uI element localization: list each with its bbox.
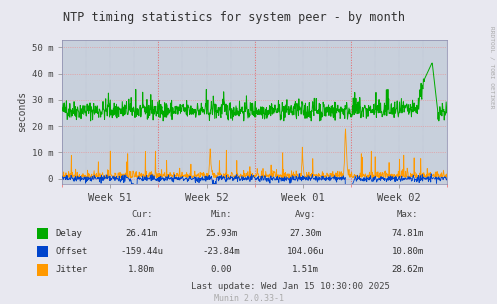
Text: -159.44u: -159.44u: [120, 247, 163, 256]
Text: 74.81m: 74.81m: [392, 229, 423, 238]
Text: 0.00: 0.00: [210, 265, 232, 275]
Text: Last update: Wed Jan 15 10:30:00 2025: Last update: Wed Jan 15 10:30:00 2025: [191, 282, 390, 291]
Text: Cur:: Cur:: [131, 210, 153, 219]
Text: 10.80m: 10.80m: [392, 247, 423, 256]
Text: Avg:: Avg:: [295, 210, 317, 219]
Text: RRDTOOL / TOBI OETIKER: RRDTOOL / TOBI OETIKER: [490, 26, 495, 108]
Text: Jitter: Jitter: [56, 265, 88, 275]
Text: Min:: Min:: [210, 210, 232, 219]
Text: 26.41m: 26.41m: [126, 229, 158, 238]
Y-axis label: seconds: seconds: [17, 91, 27, 132]
Text: Delay: Delay: [56, 229, 83, 238]
Text: Munin 2.0.33-1: Munin 2.0.33-1: [214, 294, 283, 303]
Text: NTP timing statistics for system peer - by month: NTP timing statistics for system peer - …: [63, 11, 405, 24]
Text: 28.62m: 28.62m: [392, 265, 423, 275]
Text: -23.84m: -23.84m: [202, 247, 240, 256]
Text: 27.30m: 27.30m: [290, 229, 322, 238]
Text: 1.80m: 1.80m: [128, 265, 155, 275]
Text: 25.93m: 25.93m: [205, 229, 237, 238]
Text: 104.06u: 104.06u: [287, 247, 325, 256]
Text: Offset: Offset: [56, 247, 88, 256]
Text: Max:: Max:: [397, 210, 418, 219]
Text: 1.51m: 1.51m: [292, 265, 319, 275]
